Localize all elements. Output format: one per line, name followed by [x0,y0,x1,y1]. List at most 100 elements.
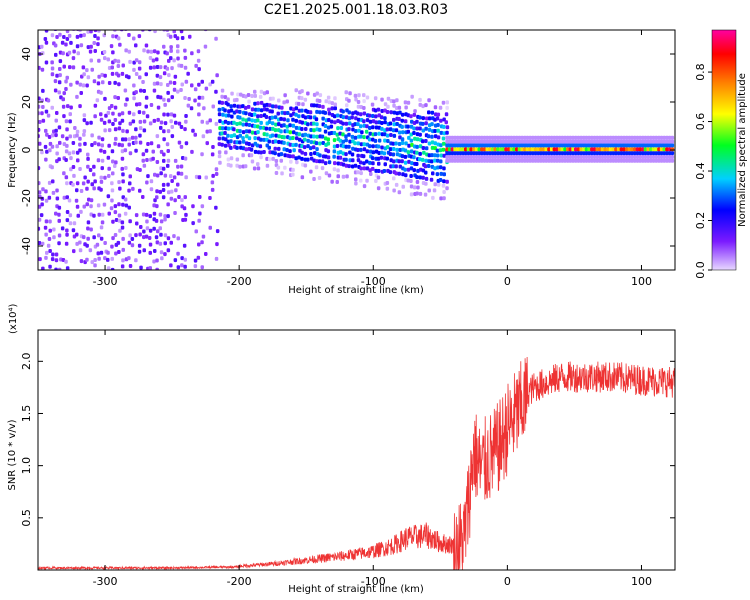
spectrogram-cell [179,30,184,34]
spectrogram-cell [156,229,160,234]
spectrogram-cell [48,228,52,233]
spectrogram-cell [93,114,97,119]
spectrogram-cell [531,147,535,152]
spectrogram-cell [200,152,204,157]
spectrogram-cell [138,133,142,138]
spectrogram-cell [190,149,194,154]
spectrogram-y-label: Frequency (Hz) [7,112,18,188]
spectrogram-cell [606,147,610,152]
spectrogram-cell [92,164,96,169]
spectrogram-cell [86,30,90,34]
spectrogram-cell [590,135,594,140]
spectrogram-cell [155,204,159,209]
spectrogram-cell [385,133,390,138]
colorbar-tick-label: 0.8 [694,63,707,81]
spectrogram-cell [61,51,65,56]
spectrogram-cell [643,135,648,140]
spectrogram-cell [244,147,248,152]
spectrogram-cell [592,147,597,152]
spectrogram-cell [359,105,363,109]
spectrogram-cell [113,141,117,146]
spectrogram-cell [110,244,114,249]
spectrogram-cell [127,205,131,210]
spectrogram-cell [323,129,328,134]
spectrogram-cell [155,73,160,78]
spectrogram-cell [152,226,156,231]
spectrogram-cell [78,104,82,109]
spectrogram-cell [515,135,519,140]
spectrogram-cell [197,175,202,180]
spectrogram-cell [574,143,578,148]
spectrogram-cell [356,100,361,104]
spectrogram-cell [283,93,287,98]
spectrogram-cell [344,134,348,139]
spectrogram-cell [649,158,653,163]
spectrogram-cell [391,128,396,133]
spectrogram-cell [286,111,290,115]
spectrogram-cell [646,139,650,144]
spectrogram-cell [235,140,239,145]
spectrogram-cell [241,130,246,135]
spectrogram-cell [458,143,463,148]
spectrogram-cell [48,219,52,224]
spectrogram-cell [78,142,82,147]
spectrogram-cell [120,149,125,154]
spectrogram-cell [520,139,524,144]
spectrogram-cell [184,212,188,217]
spectrogram-cell [544,147,548,152]
spectrogram-cell [288,149,292,154]
spectrogram-cell [229,108,234,113]
spectrogram-cell [659,143,664,148]
spectrogram-cell [560,158,565,163]
spectrogram-cell [71,141,76,145]
spectrogram-cell [533,143,538,148]
spectrogram-cell [166,214,170,219]
spectrogram-cell [256,162,260,167]
spectrogram-cell [252,112,257,117]
spectrogram-cell [38,181,41,186]
spectrogram-cell [438,148,443,153]
spectrogram-cell [220,94,224,99]
spectrogram-cell [525,158,530,163]
spectrogram-cell [163,217,167,222]
spectrogram-cell [435,158,440,163]
spectrogram-cell [155,195,159,200]
spectrogram-cell [439,118,443,123]
spectrogram-cell [169,48,173,53]
spectrogram-cell [409,138,414,143]
spectrogram-cell [258,144,263,149]
spectrogram-cell [654,151,658,156]
spectrogram-cell [306,91,310,96]
spectrogram-cell [563,158,567,163]
spectrogram-cell [238,109,242,114]
spectrogram-cell [107,174,111,178]
spectrogram-cell [68,134,72,139]
spectrogram-cell [41,88,45,93]
spectrogram-cell [51,252,55,257]
spectrogram-cell [441,183,446,188]
spectrogram-cell [539,147,543,152]
spectrogram-cell [418,157,422,162]
spectrogram-cell [557,139,562,144]
spectrogram-cell [344,152,348,157]
spectrogram-cell [498,147,503,152]
spectrogram-cell [630,155,634,159]
spectrogram-cell [121,128,125,133]
spectrogram-cell [81,181,86,186]
spectrogram-cell [344,90,348,95]
spectrogram-cell [246,104,251,109]
spectrogram-cell [557,158,562,163]
spectrogram-cell [92,41,96,45]
spectrogram-cell [504,135,508,140]
spectrogram-cell [525,147,530,152]
spectrogram-cell [54,252,59,257]
spectrogram-cell [436,135,441,140]
spectrogram-cell [317,176,322,180]
spectrogram-cell [138,188,142,193]
spectrogram-cell [574,155,578,159]
spectrogram-cell [359,166,363,171]
spectrogram-cell [450,151,455,156]
spectrogram-cell [151,156,155,161]
spectrogram-cell [85,243,89,248]
spectrogram-cell [138,126,143,131]
